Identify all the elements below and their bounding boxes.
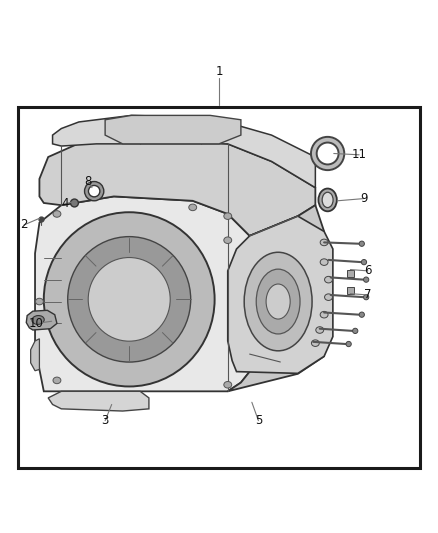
Ellipse shape xyxy=(88,257,170,341)
Text: 9: 9 xyxy=(360,192,367,205)
Ellipse shape xyxy=(53,377,61,384)
Ellipse shape xyxy=(318,189,337,211)
Ellipse shape xyxy=(346,342,351,346)
Polygon shape xyxy=(53,115,315,188)
Ellipse shape xyxy=(320,259,328,265)
Text: 1: 1 xyxy=(215,65,223,78)
Text: 2: 2 xyxy=(20,219,28,231)
Ellipse shape xyxy=(316,327,324,333)
Text: 3: 3 xyxy=(102,414,109,427)
Ellipse shape xyxy=(364,277,369,282)
Ellipse shape xyxy=(189,204,197,211)
Ellipse shape xyxy=(311,137,344,170)
Ellipse shape xyxy=(68,237,191,362)
Ellipse shape xyxy=(322,192,333,207)
Text: 4: 4 xyxy=(61,197,69,211)
Text: 6: 6 xyxy=(364,264,372,277)
Polygon shape xyxy=(26,310,57,330)
Ellipse shape xyxy=(311,340,319,346)
Ellipse shape xyxy=(32,316,44,325)
Ellipse shape xyxy=(53,211,61,217)
Ellipse shape xyxy=(88,185,100,197)
Polygon shape xyxy=(228,216,333,374)
Ellipse shape xyxy=(359,312,364,317)
Polygon shape xyxy=(105,115,241,144)
Text: 10: 10 xyxy=(28,317,43,330)
Ellipse shape xyxy=(224,382,232,388)
Ellipse shape xyxy=(85,182,104,201)
Ellipse shape xyxy=(244,252,312,351)
Bar xyxy=(347,270,354,277)
Ellipse shape xyxy=(44,212,215,386)
Polygon shape xyxy=(35,197,250,391)
Polygon shape xyxy=(48,391,149,411)
Polygon shape xyxy=(228,205,324,391)
Ellipse shape xyxy=(325,294,332,301)
Ellipse shape xyxy=(320,311,328,318)
Text: 11: 11 xyxy=(352,148,367,161)
Bar xyxy=(18,107,420,468)
Ellipse shape xyxy=(224,237,232,244)
Ellipse shape xyxy=(256,269,300,334)
Bar xyxy=(347,287,354,294)
Ellipse shape xyxy=(224,213,232,220)
Ellipse shape xyxy=(353,328,358,334)
Ellipse shape xyxy=(320,239,328,246)
Text: 8: 8 xyxy=(84,175,91,188)
Ellipse shape xyxy=(361,260,367,265)
Ellipse shape xyxy=(266,284,290,319)
Polygon shape xyxy=(31,339,39,371)
Ellipse shape xyxy=(35,298,43,305)
Ellipse shape xyxy=(325,276,332,283)
Ellipse shape xyxy=(364,295,369,300)
Ellipse shape xyxy=(71,199,78,207)
Ellipse shape xyxy=(317,142,339,165)
Text: 5: 5 xyxy=(255,414,262,427)
Polygon shape xyxy=(39,135,315,236)
Text: 7: 7 xyxy=(364,288,372,302)
Ellipse shape xyxy=(359,241,364,246)
